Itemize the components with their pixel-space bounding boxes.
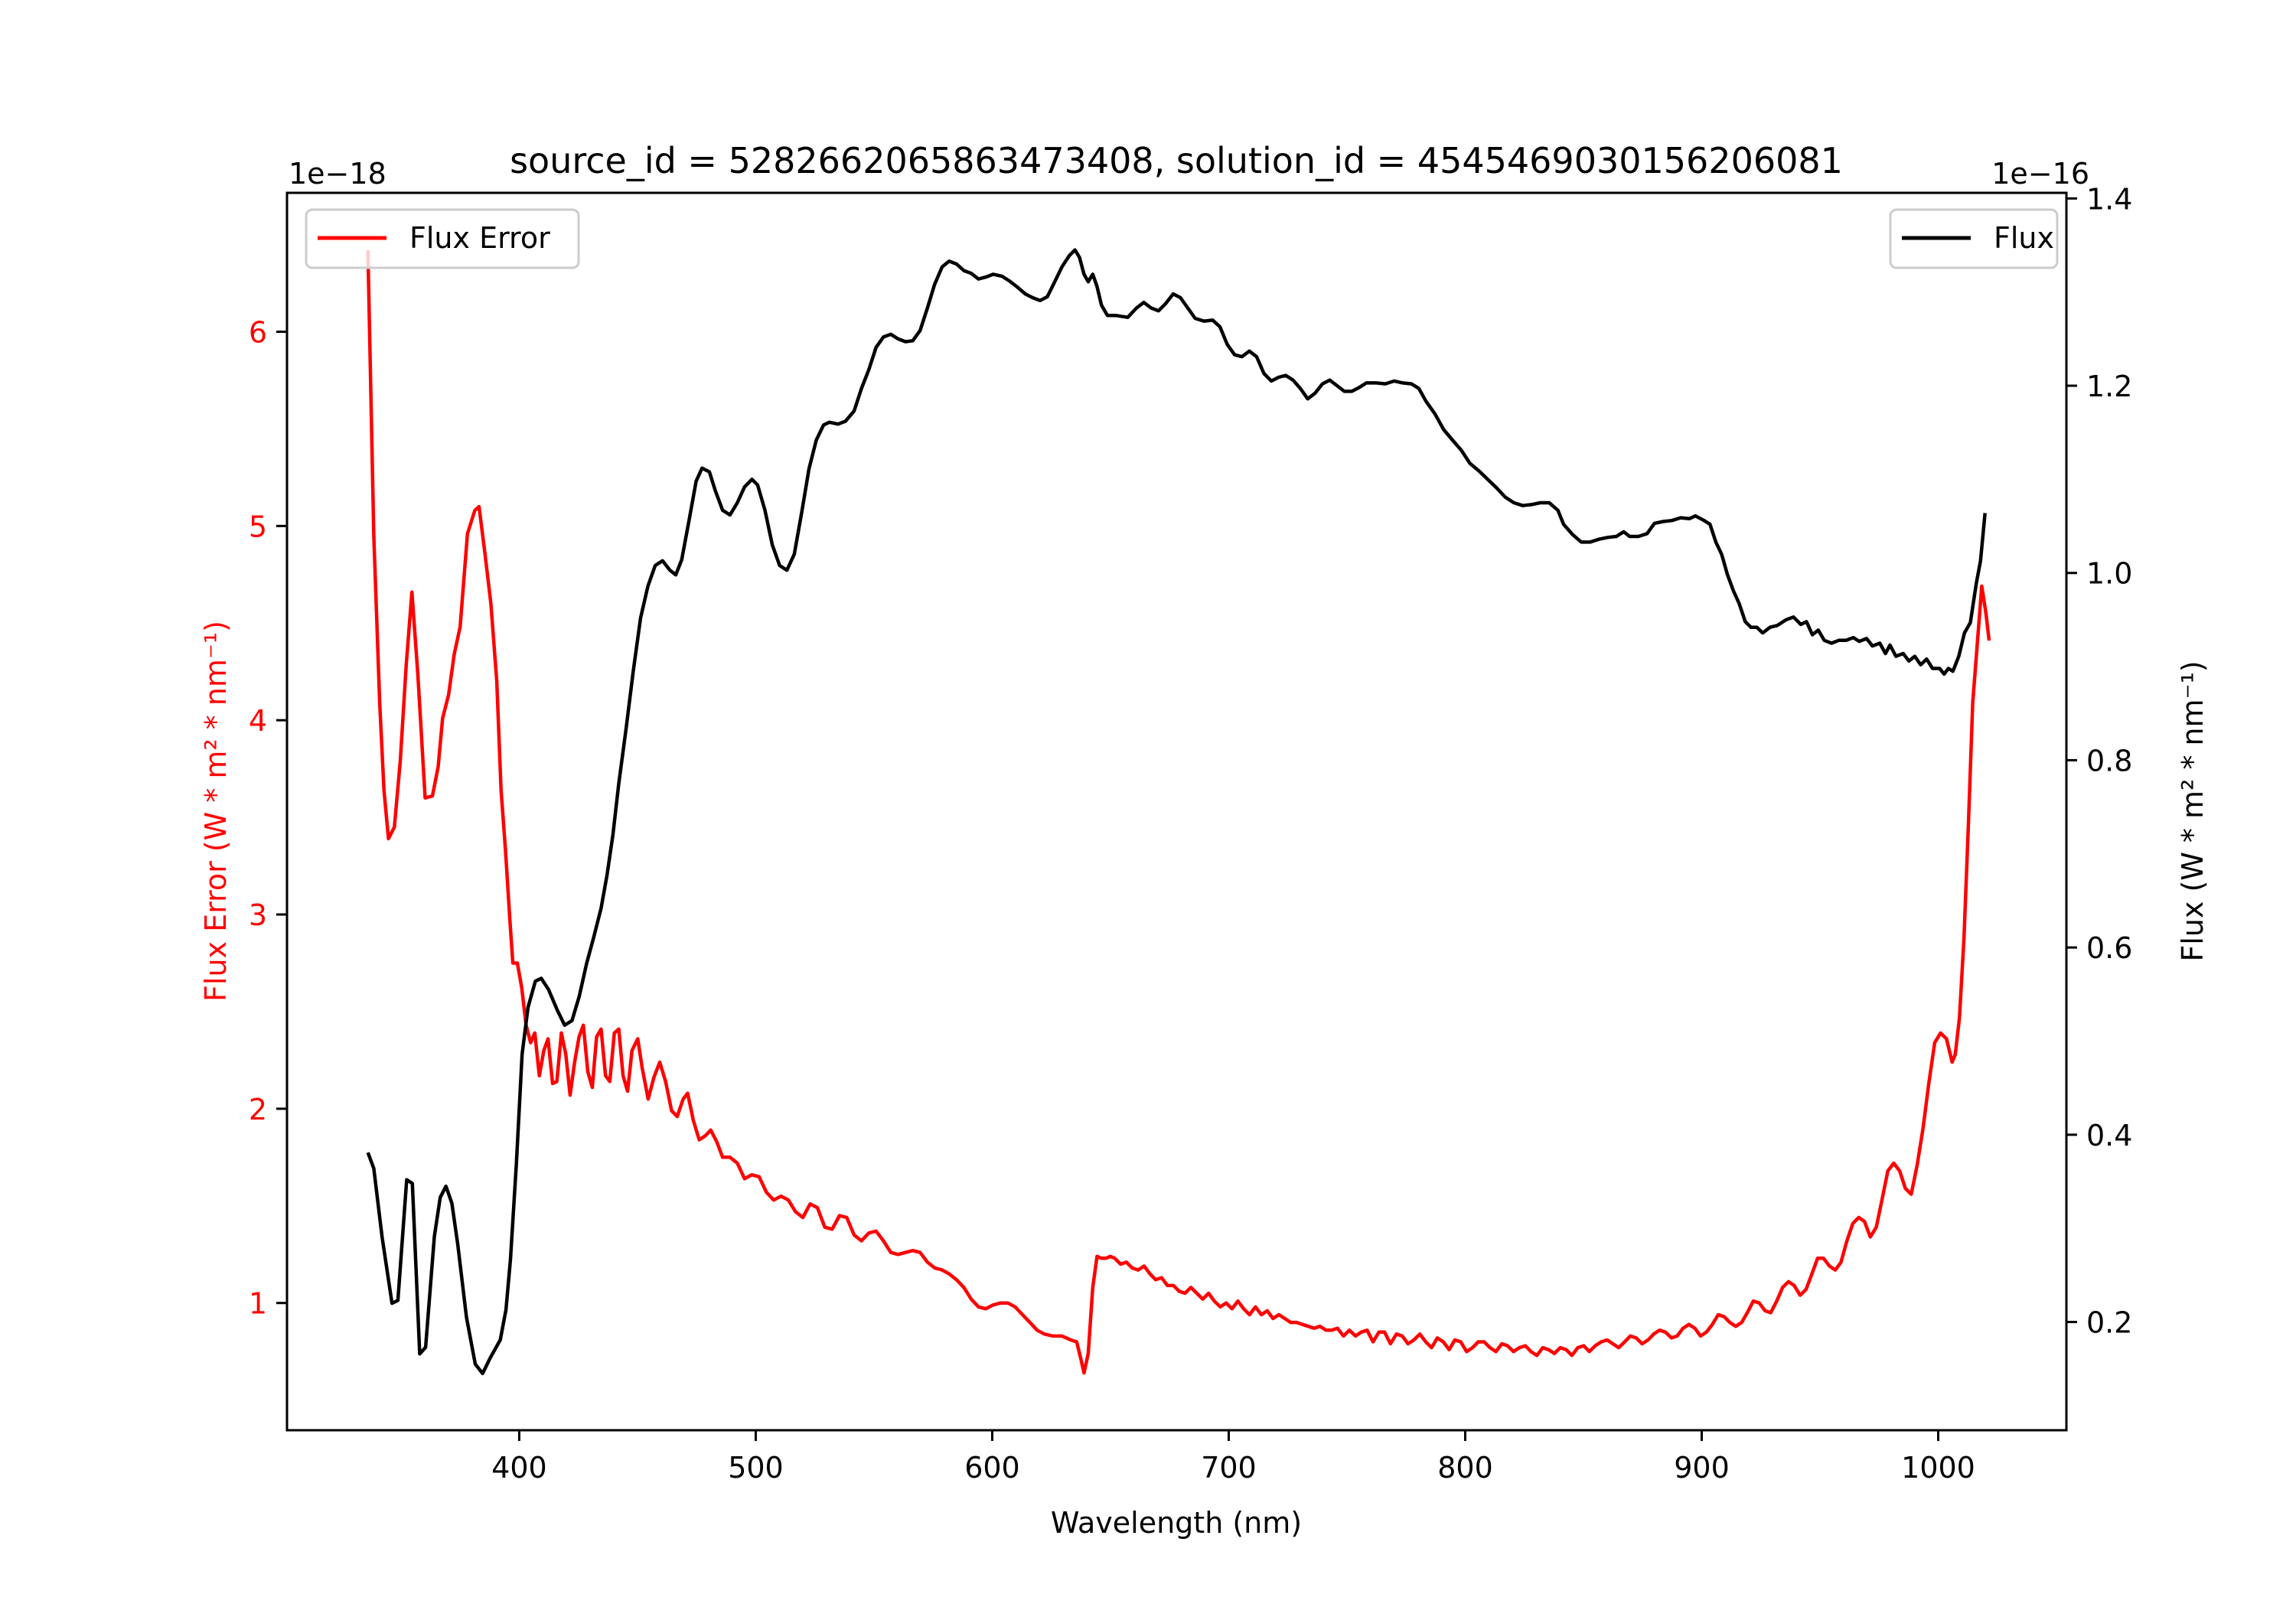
legend-box bbox=[1889, 208, 2059, 269]
legend-flux: Flux bbox=[1889, 208, 2059, 269]
right-y-axis-label: Flux (W * m² * nm⁻¹) bbox=[2176, 660, 2210, 961]
x-tick-label: 800 bbox=[1437, 1451, 1493, 1485]
axes-frame bbox=[285, 191, 2068, 1432]
chart-title: source_id = 5282662065863473408, solutio… bbox=[510, 140, 1843, 181]
right-y-tick-label: 1.4 bbox=[2086, 182, 2132, 216]
legend-label-flux-error: Flux Error bbox=[409, 221, 550, 255]
x-axis-label: Wavelength (nm) bbox=[1051, 1506, 1302, 1540]
left-y-tick-label: 6 bbox=[249, 316, 267, 350]
x-tick-label: 700 bbox=[1201, 1451, 1257, 1485]
right-y-tick-label: 0.2 bbox=[2086, 1306, 2132, 1340]
left-y-tick-label: 1 bbox=[249, 1287, 267, 1321]
x-tick-label: 400 bbox=[491, 1451, 547, 1485]
series-line-flux bbox=[366, 248, 1987, 1376]
x-tick-label: 600 bbox=[964, 1451, 1020, 1485]
legend-box bbox=[305, 208, 580, 269]
right-y-tick-label: 0.8 bbox=[2086, 744, 2132, 777]
left-y-axis-label: Flux Error (W * m² * nm⁻¹) bbox=[199, 621, 233, 1002]
x-tick-label: 1000 bbox=[1901, 1451, 1975, 1485]
left-y-tick-label: 4 bbox=[249, 704, 267, 738]
x-tick-label: 900 bbox=[1674, 1451, 1730, 1485]
left-y-tick-label: 2 bbox=[249, 1093, 267, 1126]
x-tick-label: 500 bbox=[728, 1451, 784, 1485]
left-y-tick-label: 3 bbox=[249, 898, 267, 932]
right-y-tick-label: 0.6 bbox=[2086, 931, 2132, 965]
right-y-tick-label: 1.0 bbox=[2086, 557, 2132, 591]
left-y-tick-label: 5 bbox=[249, 510, 267, 543]
left-offset-text: 1e−18 bbox=[289, 157, 386, 191]
right-offset-text: 1e−16 bbox=[1991, 157, 2089, 191]
legend-flux-error: Flux Error bbox=[305, 208, 580, 269]
legend-label-flux: Flux bbox=[1994, 221, 2054, 255]
right-y-tick-label: 1.2 bbox=[2086, 370, 2132, 403]
series-line-flux-error bbox=[366, 249, 1991, 1375]
right-y-tick-label: 0.4 bbox=[2086, 1119, 2132, 1152]
ticks-layer: 400 500 600 700 800 900 1000 1 2 3 4 5 6 0.2 0.4 0.6 0.8… bbox=[249, 182, 2133, 1485]
series-layer bbox=[366, 248, 1991, 1376]
